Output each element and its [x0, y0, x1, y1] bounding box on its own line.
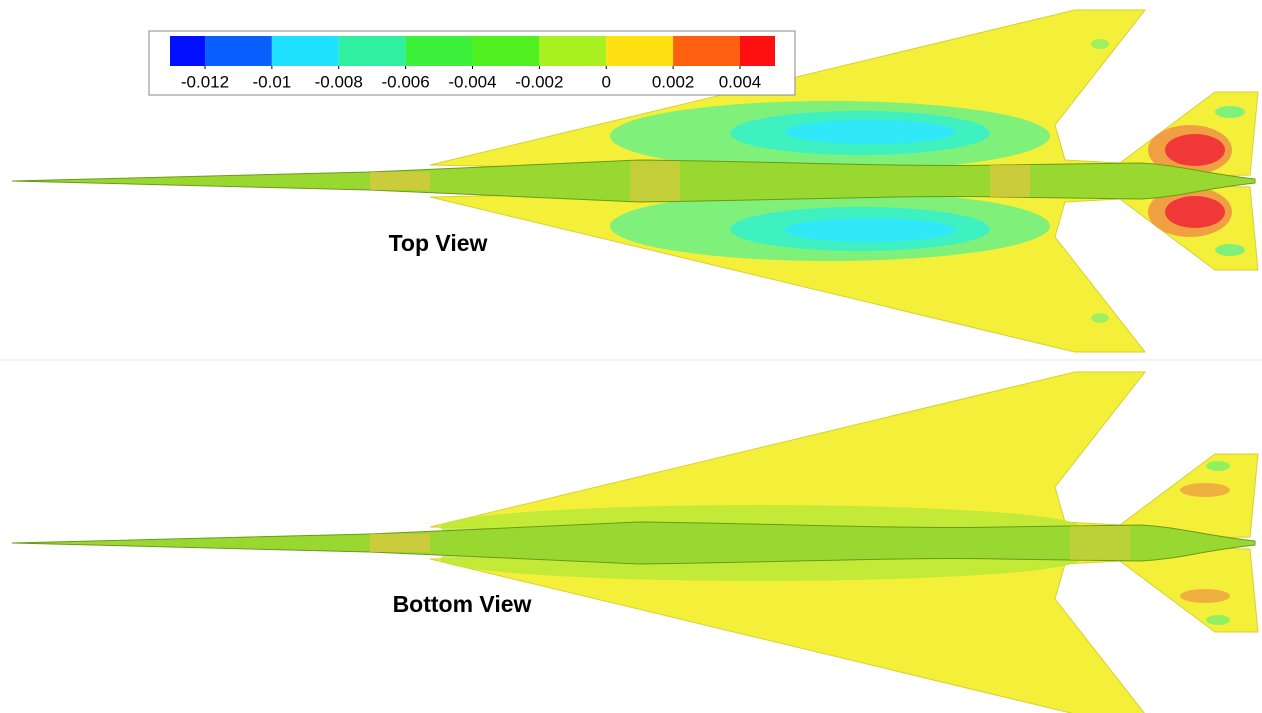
color-bin — [472, 36, 540, 66]
top-view-aircraft — [11, 10, 1258, 352]
color-bin — [170, 36, 205, 66]
tick-label: -0.002 — [515, 72, 563, 91]
tick-label: -0.012 — [181, 72, 229, 91]
bottom-view-aircraft — [11, 372, 1258, 713]
colorbar: -0.012 -0.01 -0.008 -0.006 -0.004 -0.002 0 0.00… — [170, 36, 775, 91]
color-bin — [673, 36, 740, 66]
tick-label: -0.004 — [448, 72, 496, 91]
color-bin — [539, 36, 607, 66]
color-bin — [606, 36, 674, 66]
color-bin — [338, 36, 406, 66]
tick-label: -0.008 — [315, 72, 363, 91]
tick-label: -0.006 — [382, 72, 430, 91]
tick-label: 0 — [602, 72, 611, 91]
color-bin — [205, 36, 272, 66]
view-label: Top View — [389, 230, 488, 256]
color-bin — [405, 36, 473, 66]
view-label: Bottom View — [393, 591, 532, 617]
color-bin — [271, 36, 339, 66]
color-bin — [740, 36, 775, 66]
tick-label: -0.01 — [253, 72, 292, 91]
tick-label: 0.002 — [652, 72, 695, 91]
tick-label: 0.004 — [719, 72, 762, 91]
